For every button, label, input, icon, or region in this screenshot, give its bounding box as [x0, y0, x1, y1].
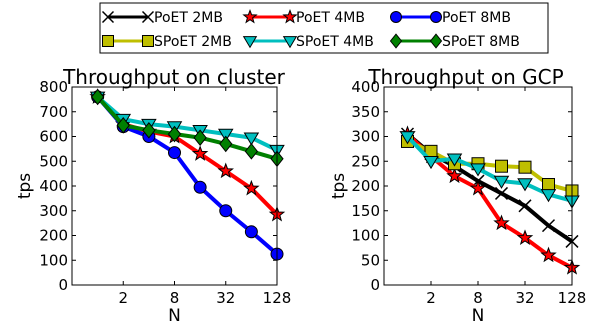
legend-marker: [101, 10, 115, 24]
legend-frame: [99, 2, 549, 54]
data-point-spoet4: [399, 131, 416, 145]
data-point-poet2: [518, 199, 532, 213]
y-tick-label: 100: [39, 251, 68, 269]
y-tick-label: 100: [351, 227, 380, 245]
legend-marker: [430, 11, 442, 23]
data-point-spoet8: [167, 125, 182, 143]
x-axis-label: N: [472, 306, 485, 326]
data-point-poet4: [469, 179, 487, 196]
legend-entry-poet2: PoET 2MB: [101, 10, 223, 26]
series-spoet4: [399, 131, 580, 209]
y-tick-label: 700: [39, 103, 68, 121]
y-tick-label: 300: [39, 202, 68, 220]
y-tick-label: 400: [39, 177, 68, 195]
data-point-spoet8: [116, 117, 130, 134]
x-tick-label: 2: [118, 289, 128, 307]
legend-label: SPoET 4MB: [296, 34, 374, 50]
data-point-poet4: [217, 162, 234, 179]
data-point-poet8: [193, 180, 207, 194]
x-tick-label: 128: [263, 289, 292, 307]
legend-marker: [142, 35, 154, 47]
legend-marker: [389, 33, 403, 49]
y-tick-label: 0: [58, 276, 68, 294]
legend-marker: [282, 36, 298, 49]
data-point-spoet8: [90, 88, 105, 106]
legend-entry-spoet8: SPoET 8MB: [389, 33, 520, 50]
data-point-spoet2: [518, 160, 532, 174]
legend-label: PoET 8MB: [442, 10, 511, 26]
legend-marker: [141, 10, 155, 24]
legend-marker: [242, 36, 258, 49]
legend-entry-spoet2: SPoET 2MB: [102, 34, 232, 50]
panel-title: Throughput on cluster: [62, 65, 286, 89]
y-tick-label: 0: [370, 276, 380, 294]
data-point-poet4: [540, 246, 557, 263]
legend: PoET 2MB PoET 4MB PoET 8MB SPoET 2MB SPoET 4…: [99, 2, 549, 54]
data-point-spoet8: [244, 143, 259, 160]
legend-marker: [102, 35, 114, 47]
legend-entry-poet8: PoET 8MB: [390, 10, 511, 26]
legend-label: PoET 4MB: [296, 10, 365, 26]
data-point-poet4: [191, 145, 209, 161]
data-point-poet8: [244, 225, 258, 239]
data-point-spoet4: [517, 178, 533, 192]
x-tick-label: 8: [473, 289, 483, 307]
y-tick-label: 50: [361, 251, 380, 269]
data-point-poet2: [541, 219, 556, 233]
data-point-poet8: [168, 146, 181, 160]
plot-area-frame: [71, 86, 278, 286]
panel-cluster: 0 100 200 300 400 500 600 700 800 2 8 32 128 Throughp…: [15, 65, 291, 326]
y-tick-label: 200: [351, 177, 380, 195]
y-tick-label: 200: [39, 227, 68, 245]
data-point-poet8: [219, 204, 233, 218]
panel-title: Throughput on GCP: [367, 65, 563, 89]
data-point-spoet4: [470, 163, 486, 177]
legend-marker: [242, 8, 258, 24]
plot-area-frame: [383, 86, 573, 286]
series-spoet8: [90, 88, 284, 168]
data-point-spoet8: [193, 129, 207, 147]
data-point-spoet4: [243, 132, 260, 146]
y-tick-label: 800: [39, 78, 68, 96]
x-tick-label: 32: [216, 289, 235, 307]
data-point-spoet4: [493, 175, 510, 189]
data-point-poet2: [494, 186, 509, 200]
data-point-spoet4: [446, 153, 463, 167]
y-axis-label: tps: [15, 173, 35, 199]
panel-gcp: 0 50 100 150 200 250 300 350 400 2 8 32 128 Throughpu…: [329, 65, 586, 326]
data-point-spoet8: [219, 135, 233, 153]
x-tick-label: 32: [515, 289, 534, 307]
data-point-poet4: [516, 229, 534, 245]
data-point-poet4: [493, 214, 510, 231]
y-tick-label: 500: [39, 152, 68, 170]
x-axis-label: N: [168, 306, 181, 326]
data-point-spoet2: [542, 178, 555, 192]
y-axis-label: tps: [329, 173, 349, 199]
y-tick-label: 350: [351, 103, 380, 121]
legend-label: SPoET 8MB: [442, 34, 520, 50]
y-tick-label: 400: [351, 78, 380, 96]
legend-marker: [390, 11, 402, 23]
data-point-spoet8: [142, 122, 156, 139]
data-point-spoet4: [540, 189, 557, 203]
y-tick-label: 600: [39, 128, 68, 146]
x-tick-label: 8: [170, 289, 180, 307]
y-tick-label: 300: [351, 128, 380, 146]
data-point-poet4: [243, 179, 260, 196]
legend-label: PoET 2MB: [154, 10, 223, 26]
y-tick-label: 150: [351, 202, 380, 220]
x-tick-label: 128: [558, 289, 587, 307]
x-tick-label: 2: [426, 289, 436, 307]
legend-marker: [282, 8, 298, 24]
data-point-spoet4: [217, 128, 234, 142]
legend-marker: [429, 33, 443, 49]
data-point-spoet4: [423, 155, 439, 170]
data-point-spoet2: [495, 159, 508, 173]
legend-label: SPoET 2MB: [154, 34, 232, 50]
data-point-poet4: [446, 167, 463, 184]
legend-entry-spoet4: SPoET 4MB: [242, 34, 374, 50]
y-tick-label: 250: [351, 152, 380, 170]
legend-entry-poet4: PoET 4MB: [242, 8, 365, 26]
